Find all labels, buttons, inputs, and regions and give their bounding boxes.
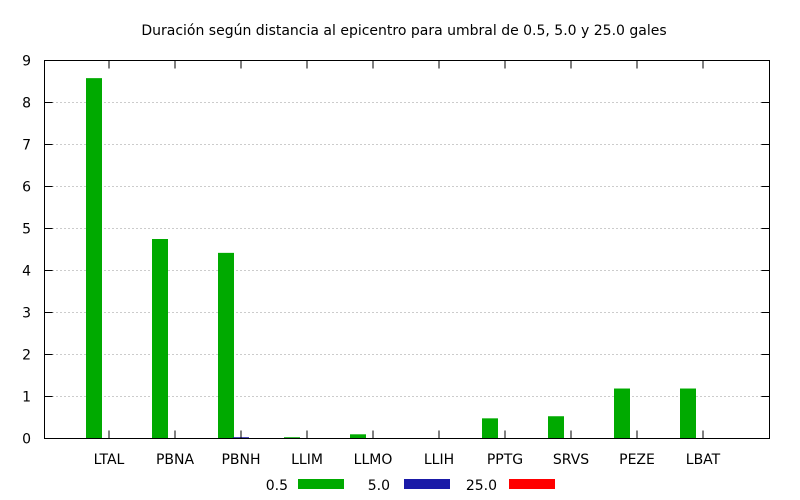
y-tick-label: 7 [22, 138, 31, 154]
x-tick-label: PBNA [156, 452, 195, 468]
legend-swatch [404, 479, 450, 489]
x-tick-label: LTAL [94, 452, 125, 468]
axis-ticks: 0 1 2 3 4 5 6 7 8 9 LTAL PBNA PBNH LLIM LLMO LLIH PPTG SR… [22, 54, 770, 468]
plot-frame [44, 60, 770, 439]
y-tick-label: 3 [22, 306, 31, 322]
x-tick-label: LLIM [291, 452, 323, 468]
x-tick-label: LLIH [424, 452, 454, 468]
x-tick-label: PPTG [487, 452, 523, 468]
bar-ltal-series-0 [86, 78, 102, 439]
legend-label: 0.5 [266, 478, 288, 494]
bar-lbat-series-0 [680, 388, 696, 439]
y-tick-label: 4 [22, 264, 31, 280]
x-tick-label: LBAT [686, 452, 721, 468]
x-tick-label: PEZE [619, 452, 655, 468]
legend-swatch [298, 479, 344, 489]
legend-label: 5.0 [368, 478, 390, 494]
bar-llim-series-0 [284, 437, 300, 439]
y-tick-label: 6 [22, 180, 31, 196]
y-tick-label: 8 [22, 96, 31, 112]
y-tick-label: 9 [22, 54, 31, 70]
chart-title: Duración según distancia al epicentro pa… [141, 23, 666, 39]
legend-swatch [509, 479, 555, 489]
x-tick-label: LLMO [354, 452, 393, 468]
y-tick-label: 5 [22, 222, 31, 238]
y-tick-label: 0 [22, 432, 31, 448]
bar-pptg-series-0 [482, 418, 498, 439]
bars [86, 78, 696, 439]
bar-srvs-series-0 [548, 416, 564, 439]
legend-label: 25.0 [466, 478, 497, 494]
y-tick-label: 1 [22, 390, 31, 406]
bar-peze-series-0 [614, 388, 630, 439]
bar-llmo-series-0 [350, 434, 366, 439]
bar-pbnh-series-0 [218, 252, 234, 439]
legend: 0.5 5.0 25.0 [266, 478, 555, 494]
x-tick-label: SRVS [553, 452, 589, 468]
bar-pbna-series-0 [152, 239, 168, 439]
x-tick-label: PBNH [221, 452, 260, 468]
y-tick-label: 2 [22, 348, 31, 364]
